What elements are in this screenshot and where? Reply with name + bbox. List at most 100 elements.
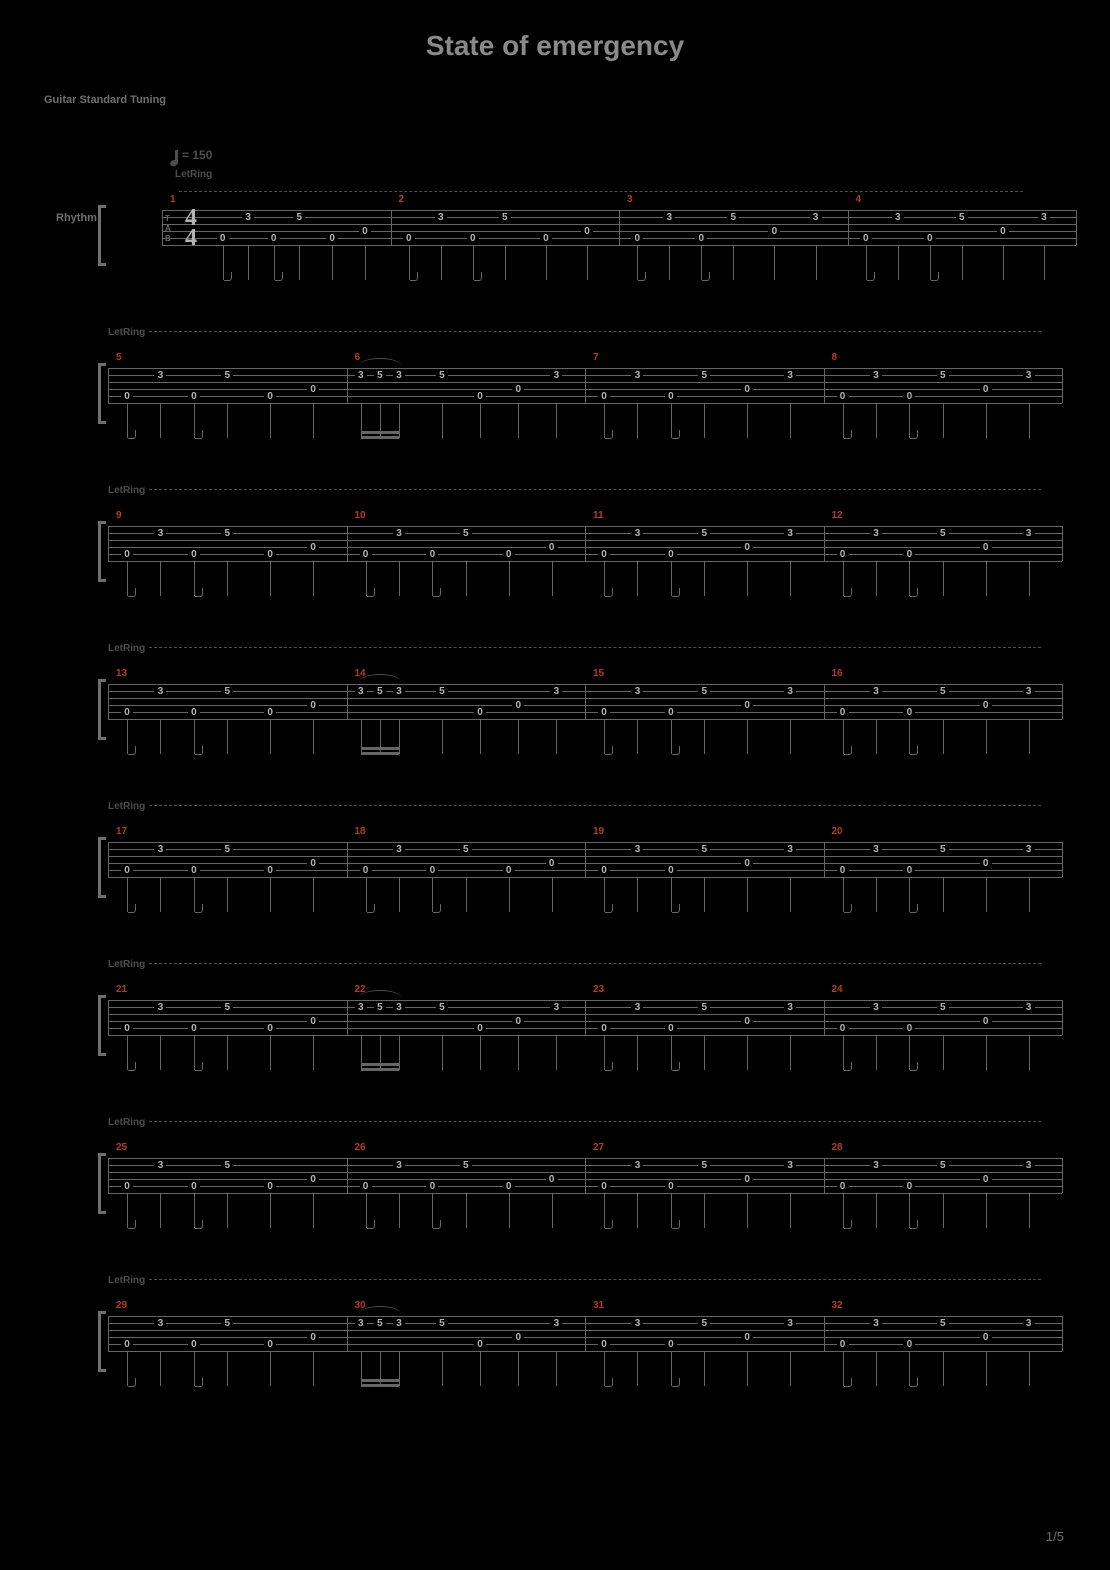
fret-number: 0 — [268, 234, 280, 244]
barline — [619, 210, 620, 245]
fret-number: 0 — [307, 1175, 319, 1185]
fret-number: 0 — [598, 1024, 610, 1034]
letring-dashed-line — [149, 963, 1041, 965]
note-stem — [518, 1352, 519, 1386]
measure-number: 9 — [116, 510, 122, 521]
fret-number: 0 — [546, 1175, 558, 1185]
fret-number: 0 — [665, 708, 677, 718]
note-stem — [556, 720, 557, 754]
fret-number: 0 — [903, 550, 915, 560]
letring-label: LetRing — [108, 643, 145, 654]
slur-arc — [359, 1306, 401, 1314]
fret-number: 5 — [221, 529, 233, 539]
note-flag — [128, 1378, 136, 1387]
tab-systems: TAB441030500203050030305034030503LetRing… — [108, 190, 1062, 1454]
measure-number: 18 — [355, 826, 366, 837]
fret-number: 3 — [1023, 687, 1035, 697]
fret-number: 5 — [499, 213, 511, 223]
fret-number: 3 — [1023, 1319, 1035, 1329]
fret-number: 0 — [264, 550, 276, 560]
tab-staff: 210305002235350032303050324030503 — [108, 1000, 1062, 1042]
barline — [108, 526, 109, 561]
system-bracket — [98, 679, 106, 740]
fret-number: 3 — [631, 845, 643, 855]
note-beam — [361, 1063, 399, 1066]
note-stem — [556, 1036, 557, 1070]
note-flag — [128, 1062, 136, 1071]
fret-number: 0 — [546, 859, 558, 869]
note-stem — [505, 246, 506, 280]
slur-arc — [359, 990, 401, 998]
fret-number: 0 — [665, 1024, 677, 1034]
fret-number: 0 — [360, 1182, 372, 1192]
fret-number: 0 — [503, 1182, 515, 1192]
note-stem — [442, 1036, 443, 1070]
note-flag — [844, 1220, 852, 1229]
tab-clef: TAB — [165, 214, 171, 244]
note-stem — [399, 878, 400, 912]
note-stem — [790, 1352, 791, 1386]
measure-number: 5 — [116, 352, 122, 363]
fret-number: 0 — [307, 1333, 319, 1343]
tab-page: State of emergency Guitar Standard Tunin… — [0, 0, 1110, 1570]
staff-line — [108, 403, 1062, 404]
barline — [1062, 842, 1063, 877]
note-stem — [747, 1036, 748, 1070]
staff-line — [108, 1035, 1062, 1036]
note-stem — [1029, 720, 1030, 754]
fret-number: 3 — [154, 1161, 166, 1171]
fret-number: 0 — [217, 234, 229, 244]
fret-number: 3 — [154, 529, 166, 539]
fret-number: 3 — [631, 371, 643, 381]
note-flag — [867, 272, 875, 281]
fret-number: 0 — [121, 392, 133, 402]
note-stem — [943, 1036, 944, 1070]
fret-number: 0 — [188, 1340, 200, 1350]
song-title: State of emergency — [44, 30, 1066, 62]
note-stem — [876, 1036, 877, 1070]
tempo-value: = 150 — [182, 148, 212, 162]
fret-number: 3 — [631, 687, 643, 697]
note-stem — [227, 1036, 228, 1070]
note-stem — [270, 1194, 271, 1228]
note-stem — [313, 1352, 314, 1386]
fret-number: 0 — [665, 392, 677, 402]
fret-number: 0 — [307, 385, 319, 395]
note-flag — [844, 904, 852, 913]
barline — [824, 684, 825, 719]
barline — [108, 1000, 109, 1035]
fret-number: 5 — [374, 371, 386, 381]
measure-number: 12 — [832, 510, 843, 521]
barline — [347, 368, 348, 403]
measure-number: 3 — [627, 194, 633, 205]
fret-number: 3 — [870, 845, 882, 855]
barline — [585, 684, 586, 719]
barline — [824, 526, 825, 561]
note-stem — [227, 1352, 228, 1386]
barline — [391, 210, 392, 245]
barline — [162, 210, 163, 245]
fret-number: 0 — [264, 866, 276, 876]
fret-number: 0 — [307, 859, 319, 869]
tempo-marking: = 150 — [175, 148, 212, 162]
barline — [108, 684, 109, 719]
time-signature: 44 — [185, 208, 197, 248]
fret-number: 0 — [598, 550, 610, 560]
note-beam — [361, 1068, 399, 1071]
note-flag — [672, 746, 680, 755]
barline — [585, 526, 586, 561]
note-stem — [313, 562, 314, 596]
note-stem — [943, 404, 944, 438]
note-stem — [747, 404, 748, 438]
note-flag — [605, 430, 613, 439]
barline — [824, 1000, 825, 1035]
fret-number: 0 — [741, 1333, 753, 1343]
note-stem — [747, 878, 748, 912]
note-beam — [361, 431, 399, 434]
tab-system: TAB441030500203050030305034030503 — [108, 190, 1062, 340]
note-stem — [1003, 246, 1004, 280]
note-beam — [361, 747, 399, 750]
fret-number: 3 — [393, 1319, 405, 1329]
note-stem — [790, 404, 791, 438]
fret-number: 0 — [837, 1182, 849, 1192]
